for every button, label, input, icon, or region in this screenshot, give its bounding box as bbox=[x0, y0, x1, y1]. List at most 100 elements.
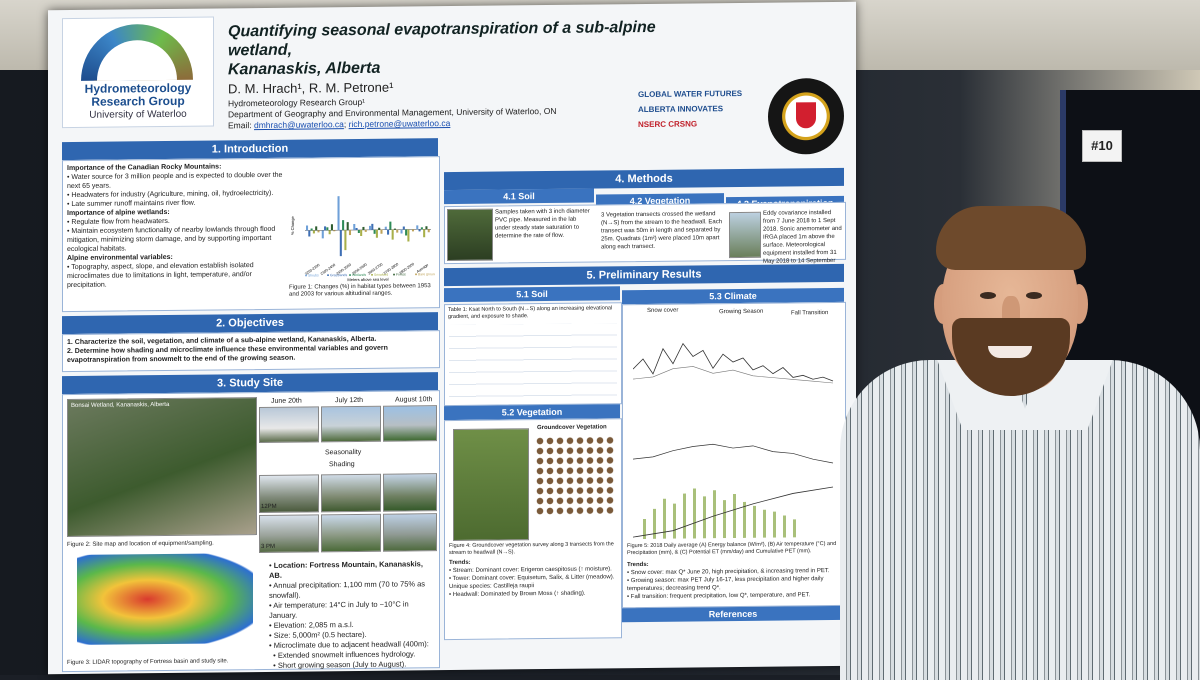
seasonal-photo bbox=[321, 406, 381, 443]
legend-entry: ■ Shrubs bbox=[305, 273, 319, 277]
climate-time-series bbox=[633, 317, 839, 539]
transect-aerial-photo bbox=[453, 428, 529, 541]
pet-bars bbox=[643, 487, 796, 539]
air-temperature-line bbox=[633, 443, 833, 465]
shading-photo bbox=[321, 474, 381, 513]
site-aerial-map: Bonsai Wetland, Kananaskis, Alberta bbox=[67, 397, 257, 537]
bar-snowbed bbox=[407, 229, 409, 241]
bar-wetlands bbox=[326, 227, 328, 230]
intro-panel: Importance of the Canadian Rocky Mountai… bbox=[62, 156, 440, 312]
eye bbox=[1026, 292, 1042, 299]
subsection-soil: 4.1 Soil bbox=[444, 189, 594, 205]
vegetation-method-text: 3 Vegetation transects crossed the wetla… bbox=[601, 210, 725, 251]
poster-title: Quantifying seasonal evapotranspiration … bbox=[228, 18, 688, 80]
section-methods-header: 4. Methods bbox=[444, 168, 844, 190]
logo-arc-icon bbox=[81, 24, 193, 81]
study-site-panel: Bonsai Wetland, Kananaskis, Alberta Figu… bbox=[62, 390, 440, 672]
eye bbox=[980, 292, 996, 299]
table1-caption: Table 1: Ksat North to South (N→S) along… bbox=[448, 305, 618, 321]
bar-bare-ground bbox=[365, 230, 367, 232]
seasonal-photo bbox=[259, 406, 319, 443]
legend-entry: ■ Wetlands bbox=[349, 273, 366, 277]
bar-wetlands bbox=[358, 230, 360, 233]
objectives-panel: 1. Characterize the soil, vegetation, an… bbox=[62, 330, 440, 372]
x-axis-label: Meters above sea level bbox=[347, 277, 388, 282]
time-label: 3 PM bbox=[261, 543, 275, 552]
section-results-header: 5. Preliminary Results bbox=[444, 264, 844, 286]
bar-shrubs bbox=[369, 226, 371, 230]
legend-entry: ■ Forest bbox=[393, 272, 406, 276]
vegetation-trends: Trends: • Stream: Dominant cover: Eriger… bbox=[449, 557, 617, 599]
bar-grasslands bbox=[419, 229, 421, 231]
crest-shield-icon bbox=[796, 102, 816, 128]
email-link: dmhrach@uwaterloo.ca bbox=[254, 119, 344, 130]
bar-snowbed bbox=[313, 230, 315, 233]
bar-wetlands bbox=[421, 227, 423, 229]
soil-method-text: Samples taken with 3 inch diameter PVC p… bbox=[495, 208, 591, 241]
bar-forest bbox=[425, 226, 427, 229]
bar-forest bbox=[315, 226, 317, 230]
bar-wetlands bbox=[342, 220, 344, 230]
groundcover-title: Groundcover Vegetation bbox=[537, 423, 607, 433]
site-description: • Location: Fortress Mountain, Kananaski… bbox=[269, 559, 435, 671]
logo-text: Hydrometeorology Research Group Universi… bbox=[67, 82, 209, 122]
lidar-topography-image bbox=[77, 553, 253, 645]
time-label: 12PM bbox=[261, 503, 277, 512]
seasonal-photo bbox=[383, 405, 437, 442]
poster-affiliation: Hydrometeorology Research Group¹ Departm… bbox=[228, 94, 688, 132]
eddy-tower-photo bbox=[729, 212, 761, 258]
bar-forest bbox=[362, 227, 364, 230]
bar-wetlands bbox=[311, 228, 313, 230]
bar-wetlands bbox=[405, 229, 407, 235]
bar-bare-ground bbox=[349, 230, 351, 235]
bar-bare-ground bbox=[428, 229, 430, 232]
climate-results-panel: Snow cover Growing Season Fall Transitio… bbox=[622, 302, 846, 608]
figure1-caption: Figure 1: Changes (%) in habitat types b… bbox=[289, 283, 435, 299]
bar-bare-ground bbox=[412, 229, 414, 231]
bar-shrubs bbox=[401, 230, 403, 234]
bar-grasslands bbox=[387, 230, 389, 235]
bar-forest bbox=[394, 229, 396, 230]
bar-wetlands bbox=[374, 230, 376, 234]
gwf-logo: GLOBAL WATER FUTURES bbox=[638, 89, 758, 99]
ksat-table bbox=[449, 323, 617, 401]
bar-shrubs bbox=[385, 227, 387, 230]
research-poster: Hydrometeorology Research Group Universi… bbox=[48, 2, 856, 674]
bar-grasslands bbox=[356, 228, 358, 230]
shading-photo bbox=[383, 513, 437, 552]
intro-text: Importance of the Canadian Rocky Mountai… bbox=[67, 162, 287, 290]
bar-snowbed bbox=[376, 230, 378, 238]
figure4-caption: Figure 4: Groundcover vegetation survey … bbox=[449, 541, 617, 557]
bar-wetlands bbox=[389, 222, 391, 230]
seasonality-label: Seasonality bbox=[325, 448, 361, 457]
poster-number-placard: #10 bbox=[1082, 130, 1122, 162]
subsection-results-soil: 5.1 Soil bbox=[444, 286, 620, 302]
presenter-person bbox=[840, 200, 1200, 675]
figure5-caption: Figure 5: 2018 Daily average (A) Energy … bbox=[627, 541, 841, 557]
references-header: References bbox=[622, 606, 844, 622]
bar-snowbed bbox=[392, 230, 394, 240]
bar-shrubs bbox=[322, 230, 324, 238]
snow-cover-label: Snow cover bbox=[647, 307, 678, 316]
bar-snowbed bbox=[360, 230, 362, 236]
shading-photo bbox=[321, 514, 381, 553]
date-label: August 10th bbox=[395, 395, 445, 405]
legend-entry: ■ Grasslands bbox=[327, 273, 347, 277]
alberta-innovates-logo: ALBERTA INNOVATES bbox=[638, 104, 758, 114]
bar-shrubs bbox=[306, 226, 308, 231]
bar-bare-ground bbox=[333, 230, 335, 231]
date-label: July 12th bbox=[335, 396, 385, 406]
y-axis-label: % Change bbox=[290, 216, 295, 236]
soil-results-panel: Table 1: Ksat North to South (N→S) along… bbox=[444, 302, 622, 406]
bar-grasslands bbox=[403, 226, 405, 229]
shading-label: Shading bbox=[329, 460, 355, 469]
methods-panel: Samples taken with 3 inch diameter PVC p… bbox=[444, 202, 846, 264]
soil-sampling-photo bbox=[447, 209, 493, 261]
hair bbox=[936, 206, 1086, 270]
bar-snowbed bbox=[423, 229, 425, 237]
hydrometeorology-logo: Hydrometeorology Research Group Universi… bbox=[62, 16, 214, 128]
legend-entry: ■ Snowbed bbox=[371, 273, 388, 277]
vegetation-results-panel: Groundcover Vegetation Figure 4: Groundc… bbox=[444, 418, 622, 640]
bar-grasslands bbox=[308, 230, 310, 236]
